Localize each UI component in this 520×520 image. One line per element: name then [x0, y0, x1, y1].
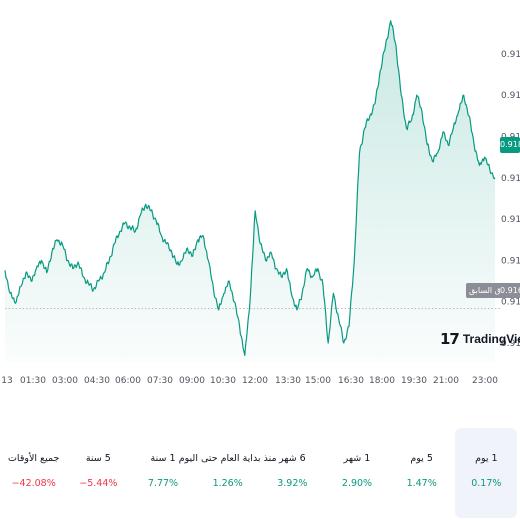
x-tick-label: 18:00 [369, 376, 395, 386]
y-tick-label: 0.91700 [501, 256, 520, 266]
y-tick-label: 0.91600 [501, 339, 520, 349]
period-tile[interactable]: 1 شهر 2.90% [326, 428, 388, 518]
price-line [4, 20, 496, 356]
period-label: 1 شهر [343, 453, 371, 464]
chart-svg: 0.919500.919000.918500.918000.917500.917… [1, 20, 520, 386]
y-tick-label: 0.91750 [501, 215, 520, 225]
x-tick-label: 07:30 [147, 376, 173, 386]
period-change-value: 7.77% [147, 478, 179, 489]
x-tick-label: 01:30 [20, 376, 46, 386]
period-change-value: 3.92% [277, 478, 308, 489]
x-axis: 13 01:30 03:00 04:30 06:00 07:30 09:00 10:30 12:… [1, 376, 498, 386]
period-tile[interactable]: 6 شهر 3.92% [261, 428, 323, 518]
y-tick-label: 0.91800 [501, 174, 520, 184]
y-tick-label: 0.91950 [501, 50, 520, 60]
x-tick-label: 04:30 [84, 376, 110, 386]
x-tick-label: 13 [1, 376, 12, 386]
y-axis: 0.919500.919000.918500.918000.917500.917… [501, 50, 520, 349]
period-label: 6 شهر [279, 453, 306, 464]
period-change-value: 1.47% [406, 478, 437, 489]
last-price-badge: 0.91800 [500, 137, 520, 153]
period-change-value: 0.17% [471, 478, 502, 489]
period-change-value: 1.26% [212, 478, 243, 489]
period-tile[interactable]: 5 يوم 1.47% [391, 428, 453, 518]
x-tick-label: 21:00 [433, 376, 459, 386]
x-tick-label: 13:30 [275, 376, 301, 386]
period-tile[interactable]: منذ بداية العام حتى اليوم 1.26% [179, 428, 277, 518]
x-tick-label: 06:00 [115, 376, 141, 386]
x-tick-label: 16:30 [338, 376, 364, 386]
price-area-fill [5, 20, 495, 363]
y-tick-label: 0.91900 [501, 91, 520, 101]
x-tick-label: 15:00 [305, 376, 331, 386]
period-label: 5 سنة [85, 453, 111, 464]
series-layer [4, 20, 496, 363]
x-tick-label: 12:00 [242, 376, 268, 386]
tradingview-logo[interactable]: 17 TradingView [440, 330, 520, 348]
period-change-value: −42.08% [11, 478, 56, 489]
period-change-value: 2.90% [341, 478, 373, 489]
x-tick-label: 19:30 [401, 376, 427, 386]
period-label: 1 سنة [150, 453, 176, 464]
x-tick-label: 03:00 [52, 376, 78, 386]
period-tile[interactable]: 5 سنة −5.44% [67, 428, 129, 518]
price-chart[interactable]: 0.919500.919000.918500.918000.917500.917… [0, 0, 520, 390]
period-label: 1 يوم [475, 453, 498, 464]
previous-close-value: 0.91642 [500, 283, 520, 298]
x-tick-label: 09:00 [179, 376, 205, 386]
y-tick-label: 0.91650 [501, 298, 520, 308]
tradingview-logo-text: TradingView [462, 332, 520, 346]
tradingview-logo-icon: 17 [440, 330, 460, 348]
period-label: 5 يوم [410, 453, 433, 464]
period-tile[interactable]: 1 يوم 0.17% [455, 428, 518, 518]
period-label: جميع الأوقات [7, 453, 60, 464]
period-tile[interactable]: 1 سنة 7.77% [132, 428, 194, 518]
performance-periods: 1 يوم 0.17% 5 يوم 1.47% 1 شهر 2.90% 6 شهر 3.92%… [0, 428, 520, 520]
period-label: منذ بداية العام حتى اليوم [178, 453, 277, 464]
period-tile[interactable]: جميع الأوقات −42.08% [3, 428, 65, 518]
period-change-value: −5.44% [79, 478, 118, 489]
x-tick-label: 10:30 [210, 376, 236, 386]
x-tick-label: 23:00 [472, 376, 498, 386]
